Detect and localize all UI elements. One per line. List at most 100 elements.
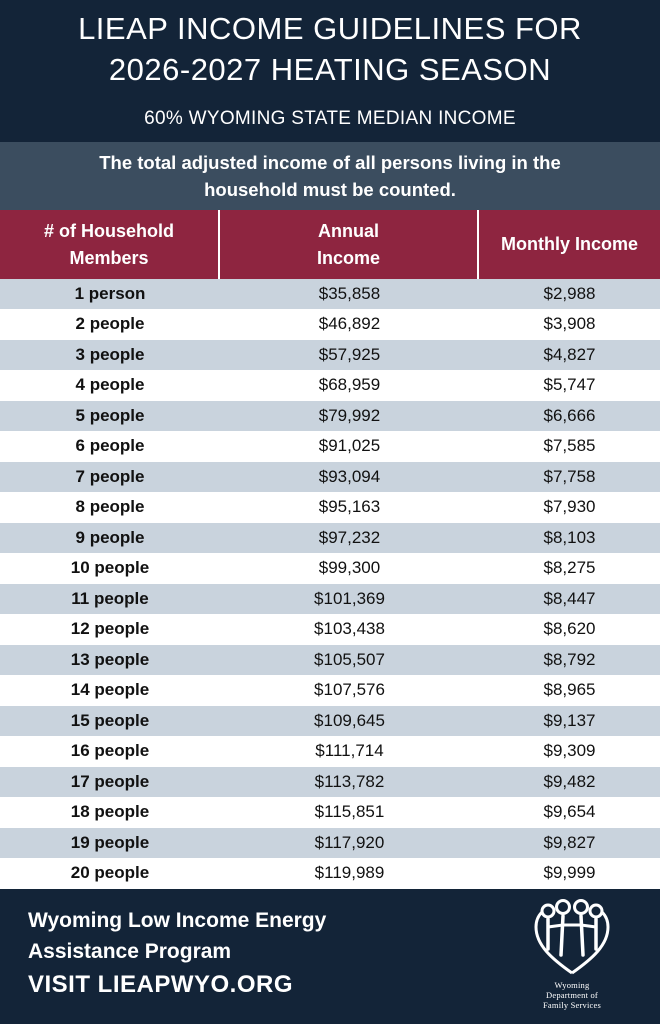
monthly-income-cell: $8,447 [543,588,596,608]
monthly-income-cell: $3,908 [543,314,596,334]
monthly-income-cell: $8,620 [543,619,596,639]
monthly-income-cell: $9,137 [543,710,596,730]
household-members-cell: 17 people [70,771,150,791]
header-annual-line-1: Annual [318,220,379,241]
annual-income-cell: $115,851 [314,802,385,822]
program-line-2: Assistance Program [28,940,232,963]
header-monthly-income: Monthly Income [500,234,638,254]
table-row: 3 people $57,925 $4,827 [0,340,660,371]
monthly-income-cell: $9,827 [543,832,596,852]
monthly-income-cell: $8,792 [543,649,596,669]
monthly-income-cell: $8,103 [543,527,596,547]
table-row: 9 people $97,232 $8,103 [0,523,660,554]
household-members-cell: 12 people [70,619,150,639]
monthly-income-cell: $7,585 [543,436,596,456]
annual-income-cell: $109,645 [314,710,385,730]
household-members-cell: 6 people [75,436,145,456]
table-row: 11 people $101,369 $8,447 [0,584,660,615]
annual-income-cell: $119,989 [314,863,385,883]
monthly-income-cell: $9,482 [543,771,596,791]
income-notice: The total adjusted income of all persons… [0,142,660,210]
header-annual-line-2: Income [316,247,381,268]
household-members-cell: 14 people [70,680,150,700]
logo-line-1: Wyoming [554,980,590,990]
table-row: 20 people $119,989 $9,999 [0,859,660,889]
title-line-1: LIEAP INCOME GUIDELINES FOR [78,11,582,46]
header-annual-income: Annual Income [220,210,479,279]
header: LIEAP INCOME GUIDELINES FOR 2026-2027 HE… [0,0,660,142]
table-row: 12 people $103,438 $8,620 [0,615,660,645]
header-household-members: # of Household Members [0,210,220,279]
title-line-2: 2026-2027 HEATING SEASON [108,52,552,87]
monthly-income-cell: $9,999 [543,863,596,883]
annual-income-cell: $101,369 [314,588,385,608]
annual-income-cell: $111,714 [315,741,384,761]
monthly-income-cell: $5,747 [543,375,596,395]
notice-line-2: household must be counted. [204,179,456,200]
table-row: 10 people $99,300 $8,275 [0,554,660,584]
household-members-cell: 3 people [75,344,145,364]
table-row: 8 people $95,163 $7,930 [0,493,660,523]
monthly-income-cell: $9,654 [543,802,596,822]
table-row: 2 people $46,892 $3,908 [0,310,660,340]
annual-income-cell: $97,232 [318,527,381,547]
annual-income-cell: $68,959 [318,375,381,395]
annual-income-cell: $113,782 [314,771,385,791]
annual-income-cell: $105,507 [314,649,385,669]
table-row: 18 people $115,851 $9,654 [0,798,660,828]
annual-income-cell: $107,576 [314,680,385,700]
table-row: 4 people $68,959 $5,747 [0,371,660,401]
household-members-cell: 15 people [70,710,150,730]
family-heart-icon [534,899,610,975]
table-row: 17 people $113,782 $9,482 [0,767,660,798]
table-row: 15 people $109,645 $9,137 [0,706,660,737]
monthly-income-cell: $9,309 [543,741,596,761]
program-line-1: Wyoming Low Income Energy [28,909,327,932]
logo-line-3: Family Services [542,1000,601,1010]
table-row: 13 people $105,507 $8,792 [0,645,660,676]
annual-income-cell: $35,858 [318,283,381,303]
household-members-cell: 16 people [70,741,150,761]
household-members-cell: 7 people [75,466,145,486]
table-header: # of Household Members Annual Income Mon… [0,210,660,279]
household-members-cell: 11 people [71,588,149,608]
annual-income-cell: $57,925 [318,344,381,364]
household-members-cell: 8 people [75,497,145,517]
household-members-cell: 1 person [74,283,146,303]
monthly-income-cell: $2,988 [543,283,596,303]
header-members-line-1: # of Household [44,220,174,241]
program-name: Wyoming Low Income Energy Assistance Pro… [28,905,458,967]
household-members-cell: 19 people [70,832,150,852]
logo-line-2: Department of [546,990,598,1000]
annual-income-cell: $79,992 [318,405,381,425]
annual-income-cell: $46,892 [318,314,381,334]
household-members-cell: 13 people [70,649,150,669]
table-row: 16 people $111,714 $9,309 [0,737,660,767]
household-members-cell: 2 people [75,314,145,334]
table-row: 19 people $117,920 $9,827 [0,828,660,859]
footer: Wyoming Low Income Energy Assistance Pro… [0,889,660,1024]
household-members-cell: 9 people [75,527,145,547]
logo-caption: Wyoming Department of Family Services [520,980,624,1010]
annual-income-cell: $93,094 [318,466,381,486]
household-members-cell: 18 people [70,802,150,822]
income-table-body: 1 person $35,858 $2,988 2 people $46,892 $3,9… [0,279,660,889]
household-members-cell: 5 people [75,405,145,425]
table-row: 14 people $107,576 $8,965 [0,676,660,706]
household-members-cell: 10 people [70,558,150,578]
monthly-income-cell: $7,758 [543,466,596,486]
annual-income-cell: $91,025 [318,436,381,456]
subtitle: 60% WYOMING STATE MEDIAN INCOME [144,108,516,129]
annual-income-cell: $99,300 [318,558,381,578]
annual-income-cell: $95,163 [318,497,381,517]
table-row: 5 people $79,992 $6,666 [0,401,660,432]
household-members-cell: 4 people [75,375,145,395]
table-row: 7 people $93,094 $7,758 [0,462,660,493]
notice-line-1: The total adjusted income of all persons… [99,152,561,173]
visit-website-link[interactable]: VISIT LIEAPWYO.ORG [28,971,294,998]
monthly-income-cell: $8,275 [543,558,596,578]
header-members-line-2: Members [69,247,149,268]
monthly-income-cell: $6,666 [543,405,596,425]
table-row: 6 people $91,025 $7,585 [0,432,660,462]
